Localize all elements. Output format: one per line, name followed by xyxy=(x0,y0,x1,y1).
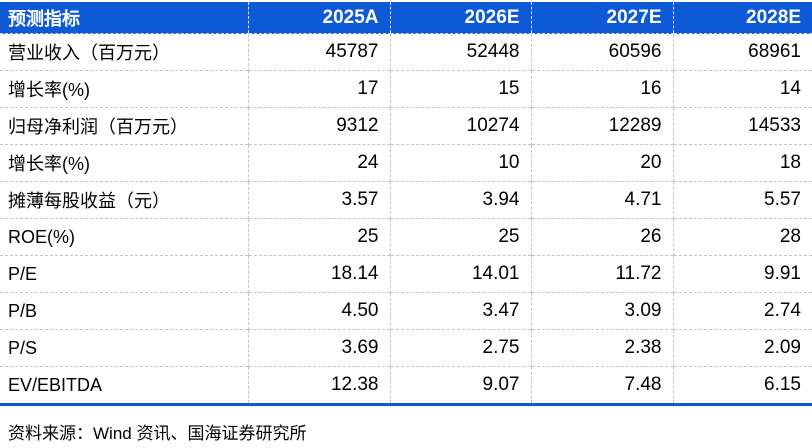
cell-value: 10274 xyxy=(389,107,531,145)
cell-value: 14.01 xyxy=(389,255,531,293)
cell-value: 12.38 xyxy=(247,366,390,405)
cell-value: 16 xyxy=(530,70,673,108)
cell-value: 9.07 xyxy=(389,366,531,405)
table-row-revenue: 营业收入（百万元） 45787 52448 60596 68961 xyxy=(0,33,812,71)
cell-value: 2.38 xyxy=(530,329,673,367)
forecast-table-header: 预测指标 2025A 2026E 2027E 2028E xyxy=(0,2,812,34)
header-metric-label: 预测指标 xyxy=(0,2,248,34)
row-label: 摊薄每股收益（元） xyxy=(0,181,248,219)
table-row-profit-growth: 增长率(%) 24 10 20 18 xyxy=(0,144,812,182)
header-row: 预测指标 2025A 2026E 2027E 2028E xyxy=(0,2,812,34)
cell-value: 9312 xyxy=(247,107,390,145)
cell-value: 3.47 xyxy=(389,292,531,330)
cell-value: 3.57 xyxy=(247,181,390,219)
cell-value: 2.74 xyxy=(672,292,812,330)
forecast-table: 预测指标 2025A 2026E 2027E 2028E 营业收入（百万元） 4… xyxy=(0,2,812,406)
cell-value: 18 xyxy=(672,144,812,182)
row-label: P/S xyxy=(0,329,248,367)
header-year-2025a: 2025A xyxy=(247,2,390,34)
cell-value: 52448 xyxy=(389,33,531,71)
table-row-revenue-growth: 增长率(%) 17 15 16 14 xyxy=(0,70,812,108)
cell-value: 14533 xyxy=(672,107,812,145)
table-row-ps: P/S 3.69 2.75 2.38 2.09 xyxy=(0,329,812,367)
cell-value: 45787 xyxy=(247,33,390,71)
cell-value: 4.50 xyxy=(247,292,390,330)
cell-value: 6.15 xyxy=(672,366,812,405)
row-label: P/E xyxy=(0,255,248,293)
table-row-diluted-eps: 摊薄每股收益（元） 3.57 3.94 4.71 5.57 xyxy=(0,181,812,219)
cell-value: 4.71 xyxy=(530,181,673,219)
cell-value: 5.57 xyxy=(672,181,812,219)
cell-value: 17 xyxy=(247,70,390,108)
cell-value: 60596 xyxy=(530,33,673,71)
cell-value: 25 xyxy=(247,218,390,256)
cell-value: 24 xyxy=(247,144,390,182)
table-row-ev-ebitda: EV/EBITDA 12.38 9.07 7.48 6.15 xyxy=(0,366,812,405)
cell-value: 3.69 xyxy=(247,329,390,367)
cell-value: 25 xyxy=(389,218,531,256)
row-label: 归母净利润（百万元） xyxy=(0,107,248,145)
cell-value: 2.75 xyxy=(389,329,531,367)
cell-value: 18.14 xyxy=(247,255,390,293)
cell-value: 28 xyxy=(672,218,812,256)
cell-value: 11.72 xyxy=(530,255,673,293)
cell-value: 20 xyxy=(530,144,673,182)
row-label: ROE(%) xyxy=(0,218,248,256)
cell-value: 2.09 xyxy=(672,329,812,367)
row-label: 营业收入（百万元） xyxy=(0,33,248,71)
table-row-pe: P/E 18.14 14.01 11.72 9.91 xyxy=(0,255,812,293)
cell-value: 10 xyxy=(389,144,531,182)
cell-value: 12289 xyxy=(530,107,673,145)
cell-value: 7.48 xyxy=(530,366,673,405)
header-year-2028e: 2028E xyxy=(672,2,812,34)
source-note: 资料来源：Wind 资讯、国海证券研究所 xyxy=(8,424,307,443)
row-label: EV/EBITDA xyxy=(0,366,248,405)
table-row-pb: P/B 4.50 3.47 3.09 2.74 xyxy=(0,292,812,330)
cell-value: 15 xyxy=(389,70,531,108)
cell-value: 9.91 xyxy=(672,255,812,293)
cell-value: 3.94 xyxy=(389,181,531,219)
table-row-net-profit: 归母净利润（百万元） 9312 10274 12289 14533 xyxy=(0,107,812,145)
header-year-2027e: 2027E xyxy=(530,2,673,34)
cell-value: 26 xyxy=(530,218,673,256)
header-year-2026e: 2026E xyxy=(389,2,531,34)
row-label: P/B xyxy=(0,292,248,330)
cell-value: 3.09 xyxy=(530,292,673,330)
forecast-table-body: 营业收入（百万元） 45787 52448 60596 68961 增长率(%)… xyxy=(0,33,812,405)
row-label: 增长率(%) xyxy=(0,70,248,108)
row-label: 增长率(%) xyxy=(0,144,248,182)
cell-value: 68961 xyxy=(672,33,812,71)
table-row-roe: ROE(%) 25 25 26 28 xyxy=(0,218,812,256)
cell-value: 14 xyxy=(672,70,812,108)
